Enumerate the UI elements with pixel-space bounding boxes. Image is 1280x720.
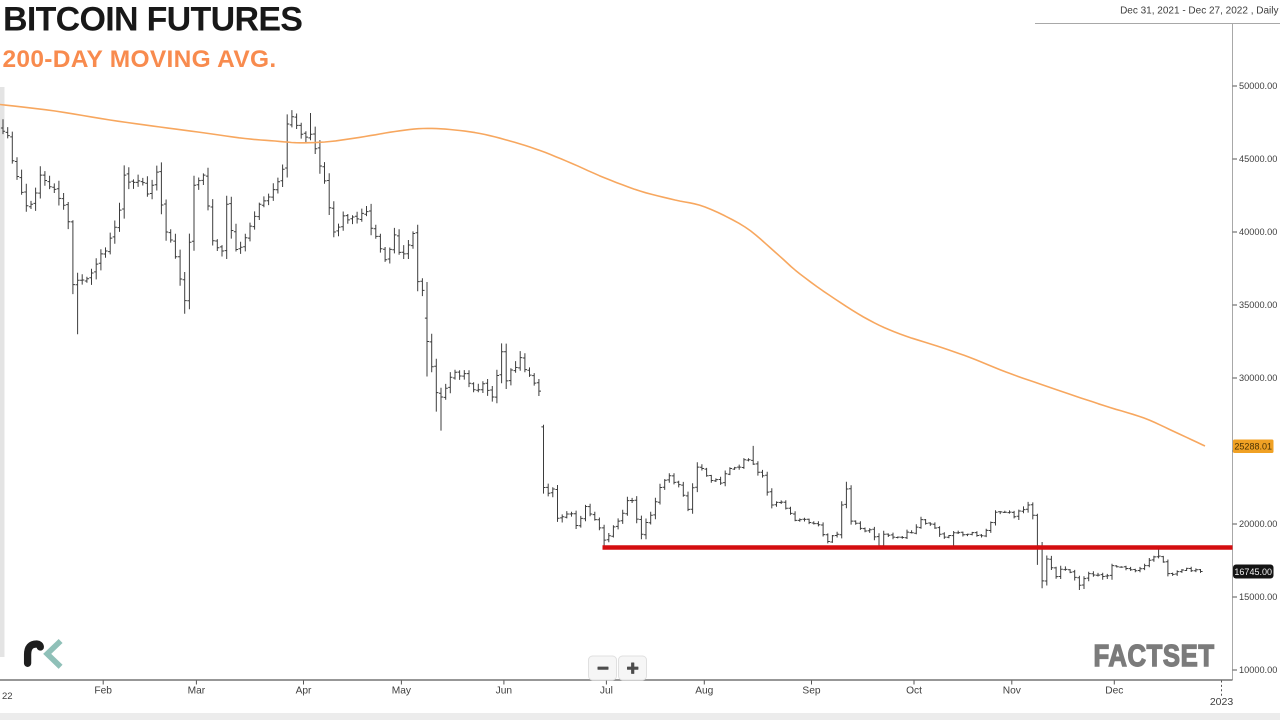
svg-text:40000.00: 40000.00 [1239,227,1277,237]
svg-text:15000.00: 15000.00 [1239,592,1277,602]
svg-text:16745.00: 16745.00 [1234,567,1272,577]
svg-text:May: May [392,686,412,697]
svg-text:FACTSET: FACTSET [1094,638,1215,673]
svg-text:Nov: Nov [1003,686,1022,697]
svg-text:Dec: Dec [1105,686,1123,697]
svg-text:BITCOIN FUTURES: BITCOIN FUTURES [3,0,302,38]
svg-text:22: 22 [2,691,13,702]
svg-text:Mar: Mar [188,686,206,697]
svg-text:25288.01: 25288.01 [1234,442,1272,452]
svg-text:20000.00: 20000.00 [1239,519,1277,529]
svg-text:50000.00: 50000.00 [1239,81,1277,91]
svg-text:Feb: Feb [94,686,112,697]
svg-text:Jul: Jul [600,686,613,697]
svg-text:Jun: Jun [496,686,512,697]
svg-text:Aug: Aug [695,686,713,697]
svg-text:2023: 2023 [1210,696,1234,708]
svg-text:10000.00: 10000.00 [1239,665,1277,675]
svg-text:45000.00: 45000.00 [1239,154,1277,164]
svg-text:30000.00: 30000.00 [1239,373,1277,383]
svg-text:35000.00: 35000.00 [1239,300,1277,310]
svg-text:Sep: Sep [802,686,820,697]
svg-text:200-DAY MOVING AVG.: 200-DAY MOVING AVG. [3,46,277,73]
svg-text:Oct: Oct [906,686,922,697]
svg-text:Dec 31, 2021 - Dec 27, 2022 ,: Dec 31, 2021 - Dec 27, 2022 , Daily [1120,6,1278,17]
svg-text:Apr: Apr [296,686,312,697]
